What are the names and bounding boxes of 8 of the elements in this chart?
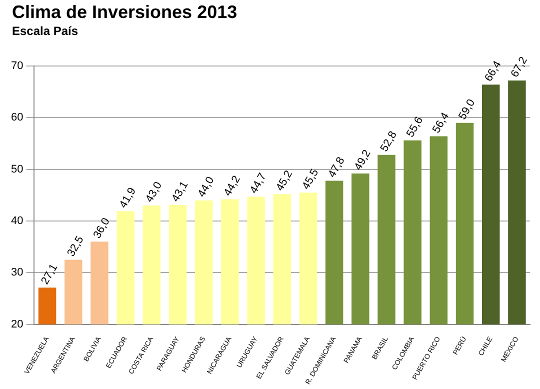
chart-title: Clima de Inversiones 2013 — [12, 2, 238, 23]
y-tick-label: 40 — [10, 215, 24, 228]
y-tick-label: 20 — [10, 318, 24, 330]
y-tick-label: 50 — [10, 163, 24, 176]
chart-subtitle: Escala País — [12, 24, 78, 38]
y-tick-label: 30 — [10, 266, 24, 279]
y-tick-label: 70 — [10, 60, 24, 72]
y-tick-label: 60 — [10, 112, 24, 124]
